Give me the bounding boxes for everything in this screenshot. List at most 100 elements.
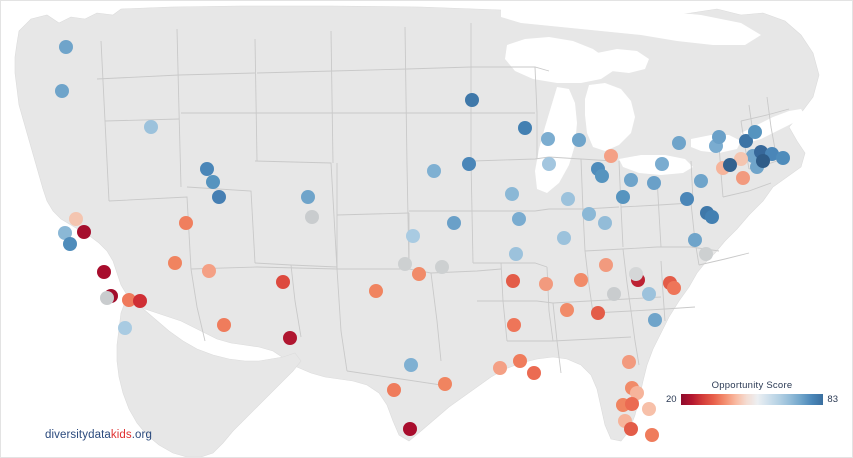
map-data-point[interactable]: [59, 40, 73, 54]
map-data-point[interactable]: [133, 294, 147, 308]
map-data-point[interactable]: [118, 321, 132, 335]
map-data-point[interactable]: [539, 277, 553, 291]
map-data-point[interactable]: [202, 264, 216, 278]
map-data-point[interactable]: [595, 169, 609, 183]
map-data-point[interactable]: [398, 257, 412, 271]
map-data-point[interactable]: [369, 284, 383, 298]
lake-huron-bay: [597, 49, 649, 73]
map-data-point[interactable]: [438, 377, 452, 391]
map-data-point[interactable]: [574, 273, 588, 287]
map-data-point[interactable]: [723, 158, 737, 172]
map-data-point[interactable]: [427, 164, 441, 178]
map-data-point[interactable]: [505, 187, 519, 201]
map-data-point[interactable]: [680, 192, 694, 206]
watermark-part-3: .org: [131, 429, 152, 441]
map-data-point[interactable]: [645, 428, 659, 442]
map-data-point[interactable]: [599, 258, 613, 272]
site-watermark[interactable]: diversitydatakids.org: [45, 429, 152, 441]
map-data-point[interactable]: [206, 175, 220, 189]
map-data-point[interactable]: [69, 212, 83, 226]
map-data-point[interactable]: [276, 275, 290, 289]
map-data-point[interactable]: [561, 192, 575, 206]
map-data-point[interactable]: [403, 422, 417, 436]
watermark-part-1: diversitydata: [45, 429, 111, 441]
map-data-point[interactable]: [756, 154, 770, 168]
lakes-north-fill: [501, 7, 761, 45]
legend-title: Opportunity Score: [711, 380, 793, 391]
map-data-point[interactable]: [604, 149, 618, 163]
map-data-point[interactable]: [144, 120, 158, 134]
map-data-point[interactable]: [493, 361, 507, 375]
map-data-point[interactable]: [705, 210, 719, 224]
map-data-point[interactable]: [301, 190, 315, 204]
map-data-point[interactable]: [527, 366, 541, 380]
map-data-point[interactable]: [506, 274, 520, 288]
map-data-point[interactable]: [100, 291, 114, 305]
map-data-point[interactable]: [507, 318, 521, 332]
map-data-point[interactable]: [217, 318, 231, 332]
map-data-point[interactable]: [513, 354, 527, 368]
map-data-point[interactable]: [625, 397, 639, 411]
map-data-point[interactable]: [412, 267, 426, 281]
map-data-point[interactable]: [598, 216, 612, 230]
map-data-point[interactable]: [624, 173, 638, 187]
map-data-point[interactable]: [712, 130, 726, 144]
map-data-point[interactable]: [582, 207, 596, 221]
map-data-point[interactable]: [435, 260, 449, 274]
map-data-point[interactable]: [509, 247, 523, 261]
map-data-point[interactable]: [642, 402, 656, 416]
map-data-point[interactable]: [77, 225, 91, 239]
map-data-point[interactable]: [560, 303, 574, 317]
map-data-point[interactable]: [283, 331, 297, 345]
map-data-point[interactable]: [465, 93, 479, 107]
lake-superior: [505, 37, 613, 83]
map-data-point[interactable]: [179, 216, 193, 230]
map-data-point[interactable]: [607, 287, 621, 301]
map-data-point[interactable]: [97, 265, 111, 279]
legend-max-label: 83: [827, 393, 838, 405]
map-data-point[interactable]: [542, 157, 556, 171]
map-data-point[interactable]: [629, 267, 643, 281]
map-data-point[interactable]: [591, 306, 605, 320]
map-data-point[interactable]: [58, 226, 72, 240]
map-data-point[interactable]: [447, 216, 461, 230]
map-data-point[interactable]: [776, 151, 790, 165]
map-data-point[interactable]: [667, 281, 681, 295]
legend-gradient-bar: [680, 394, 824, 405]
legend-min-label: 20: [666, 393, 677, 405]
map-data-point[interactable]: [616, 190, 630, 204]
watermark-part-2: kids: [110, 429, 132, 441]
map-data-point[interactable]: [406, 229, 420, 243]
map-data-point[interactable]: [622, 355, 636, 369]
map-data-point[interactable]: [655, 157, 669, 171]
map-data-point[interactable]: [694, 174, 708, 188]
map-data-point[interactable]: [748, 125, 762, 139]
map-data-point[interactable]: [642, 287, 656, 301]
map-data-point[interactable]: [572, 133, 586, 147]
map-data-point[interactable]: [122, 293, 136, 307]
map-data-point[interactable]: [404, 358, 418, 372]
map-data-point[interactable]: [305, 210, 319, 224]
map-data-point[interactable]: [200, 162, 214, 176]
map-data-point[interactable]: [739, 134, 753, 148]
map-data-point[interactable]: [734, 152, 748, 166]
map-data-point[interactable]: [624, 422, 638, 436]
map-data-point[interactable]: [688, 233, 702, 247]
map-data-point[interactable]: [462, 157, 476, 171]
map-data-point[interactable]: [518, 121, 532, 135]
map-data-point[interactable]: [55, 84, 69, 98]
map-data-point[interactable]: [212, 190, 226, 204]
map-data-point[interactable]: [699, 247, 713, 261]
map-data-point[interactable]: [647, 176, 661, 190]
lake-huron: [585, 83, 635, 151]
map-data-point[interactable]: [512, 212, 526, 226]
map-data-point[interactable]: [63, 237, 77, 251]
map-data-point[interactable]: [736, 171, 750, 185]
map-data-point[interactable]: [541, 132, 555, 146]
map-data-point[interactable]: [557, 231, 571, 245]
map-data-point[interactable]: [630, 386, 644, 400]
map-data-point[interactable]: [672, 136, 686, 150]
map-data-point[interactable]: [387, 383, 401, 397]
map-data-point[interactable]: [168, 256, 182, 270]
map-data-point[interactable]: [648, 313, 662, 327]
